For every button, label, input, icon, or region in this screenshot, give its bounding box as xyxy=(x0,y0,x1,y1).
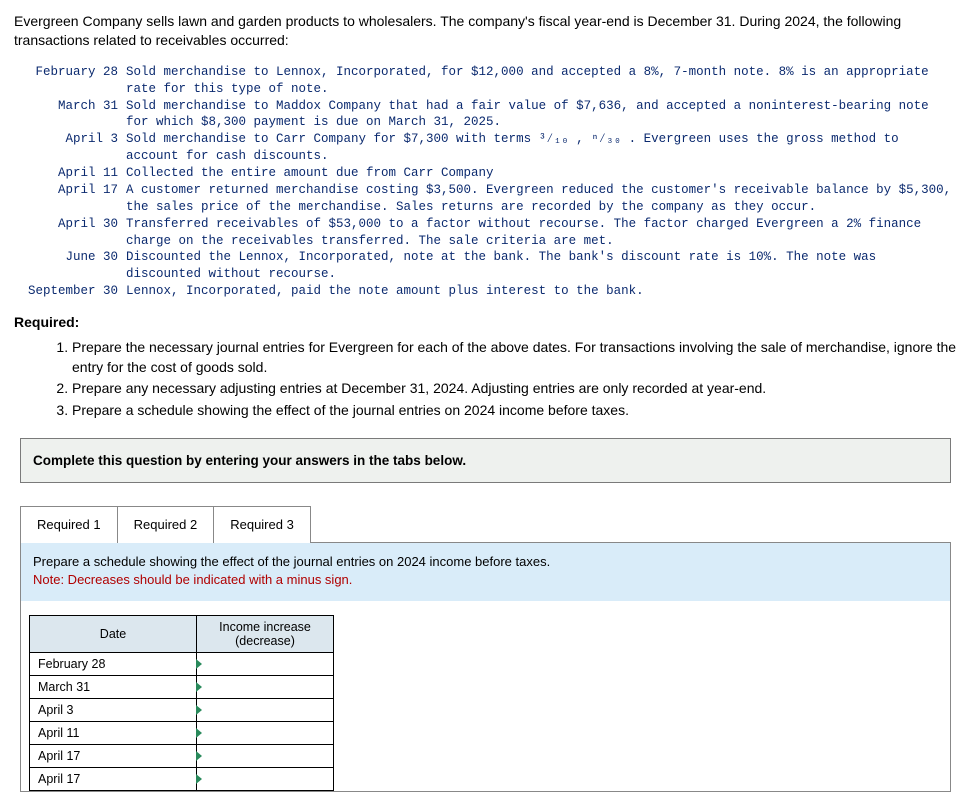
date-cell[interactable]: April 3 xyxy=(30,698,197,721)
transaction-row: June 30Discounted the Lennox, Incorporat… xyxy=(20,249,957,283)
income-cell[interactable] xyxy=(197,744,334,767)
requirement-item: Prepare a schedule showing the effect of… xyxy=(72,401,957,421)
transaction-row: April 3Sold merchandise to Carr Company … xyxy=(20,131,957,165)
table-row: February 28 xyxy=(30,652,334,675)
requirement-item: Prepare the necessary journal entries fo… xyxy=(72,338,957,377)
transaction-date: April 17 xyxy=(20,182,126,216)
transaction-date: September 30 xyxy=(20,283,126,300)
transaction-text: Sold merchandise to Maddox Company that … xyxy=(126,98,957,132)
date-cell[interactable]: February 28 xyxy=(30,652,197,675)
requirement-item: Prepare any necessary adjusting entries … xyxy=(72,379,957,399)
expand-marker-icon xyxy=(196,682,202,692)
transaction-date: April 11 xyxy=(20,165,126,182)
expand-marker-icon xyxy=(196,705,202,715)
transaction-text: Collected the entire amount due from Car… xyxy=(126,165,957,182)
panel-note-line2: Note: Decreases should be indicated with… xyxy=(33,571,938,589)
expand-marker-icon xyxy=(196,659,202,669)
transaction-row: March 31Sold merchandise to Maddox Compa… xyxy=(20,98,957,132)
expand-marker-icon xyxy=(196,751,202,761)
date-cell[interactable]: April 17 xyxy=(30,767,197,790)
transaction-date: February 28 xyxy=(20,64,126,98)
transaction-row: April 11Collected the entire amount due … xyxy=(20,165,957,182)
income-cell[interactable] xyxy=(197,767,334,790)
transaction-row: September 30Lennox, Incorporated, paid t… xyxy=(20,283,957,300)
date-cell[interactable]: April 17 xyxy=(30,744,197,767)
panel-note-line1: Prepare a schedule showing the effect of… xyxy=(33,553,938,571)
table-row: April 11 xyxy=(30,721,334,744)
date-cell[interactable]: March 31 xyxy=(30,675,197,698)
transaction-text: Lennox, Incorporated, paid the note amou… xyxy=(126,283,957,300)
panel-note: Prepare a schedule showing the effect of… xyxy=(21,543,950,600)
tab-required-2[interactable]: Required 2 xyxy=(117,506,215,543)
table-row: April 17 xyxy=(30,767,334,790)
transaction-date: June 30 xyxy=(20,249,126,283)
transaction-date: April 30 xyxy=(20,216,126,250)
table-row: March 31 xyxy=(30,675,334,698)
schedule-table: Date Income increase (decrease) February… xyxy=(29,615,334,791)
expand-marker-icon xyxy=(196,728,202,738)
transaction-date: April 3 xyxy=(20,131,126,165)
transaction-row: April 17A customer returned merchandise … xyxy=(20,182,957,216)
required-heading: Required: xyxy=(14,314,957,330)
tab-required-3[interactable]: Required 3 xyxy=(213,506,311,543)
income-cell[interactable] xyxy=(197,652,334,675)
tab-required-1[interactable]: Required 1 xyxy=(20,506,118,543)
income-cell[interactable] xyxy=(197,675,334,698)
transaction-text: Sold merchandise to Lennox, Incorporated… xyxy=(126,64,957,98)
transaction-row: February 28Sold merchandise to Lennox, I… xyxy=(20,64,957,98)
expand-marker-icon xyxy=(196,774,202,784)
transaction-text: Transferred receivables of $53,000 to a … xyxy=(126,216,957,250)
transaction-text: Sold merchandise to Carr Company for $7,… xyxy=(126,131,957,165)
requirements-list: Prepare the necessary journal entries fo… xyxy=(32,338,957,420)
problem-intro: Evergreen Company sells lawn and garden … xyxy=(14,12,957,50)
table-row: April 3 xyxy=(30,698,334,721)
table-row: April 17 xyxy=(30,744,334,767)
col-header-date: Date xyxy=(30,615,197,652)
transactions-list: February 28Sold merchandise to Lennox, I… xyxy=(20,64,957,300)
instruction-bar: Complete this question by entering your … xyxy=(20,438,951,483)
date-cell[interactable]: April 11 xyxy=(30,721,197,744)
income-cell[interactable] xyxy=(197,721,334,744)
transaction-date: March 31 xyxy=(20,98,126,132)
tab-panel-required-3: Prepare a schedule showing the effect of… xyxy=(20,542,951,791)
income-cell[interactable] xyxy=(197,698,334,721)
tab-strip: Required 1Required 2Required 3 xyxy=(20,505,951,542)
transaction-text: Discounted the Lennox, Incorporated, not… xyxy=(126,249,957,283)
col-header-income: Income increase (decrease) xyxy=(197,615,334,652)
transaction-text: A customer returned merchandise costing … xyxy=(126,182,957,216)
transaction-row: April 30Transferred receivables of $53,0… xyxy=(20,216,957,250)
